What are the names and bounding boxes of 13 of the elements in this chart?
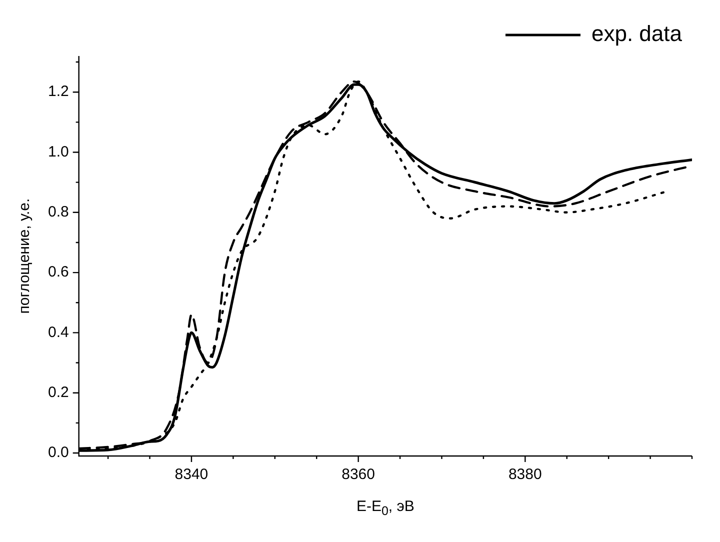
y-tick-label: 0.4 (48, 324, 69, 341)
y-tick-label: 1.0 (48, 143, 69, 160)
y-axis-title: поглощение, у.е. (16, 198, 34, 314)
x-axis-title: E-E$_{0}$, эВ (356, 498, 414, 518)
x-tick-label: 8380 (508, 466, 542, 484)
y-tick-label: 0.6 (48, 264, 69, 281)
y-tick-label: 0.2 (48, 384, 69, 401)
y-tick-label: 1.2 (48, 83, 69, 100)
y-tick-label: 0.8 (48, 204, 69, 221)
legend-label: exp. data (591, 21, 683, 46)
x-tick-label: 8360 (342, 466, 375, 484)
y-tick-label: 0.0 (48, 444, 69, 462)
x-tick-label: 8340 (174, 466, 208, 484)
